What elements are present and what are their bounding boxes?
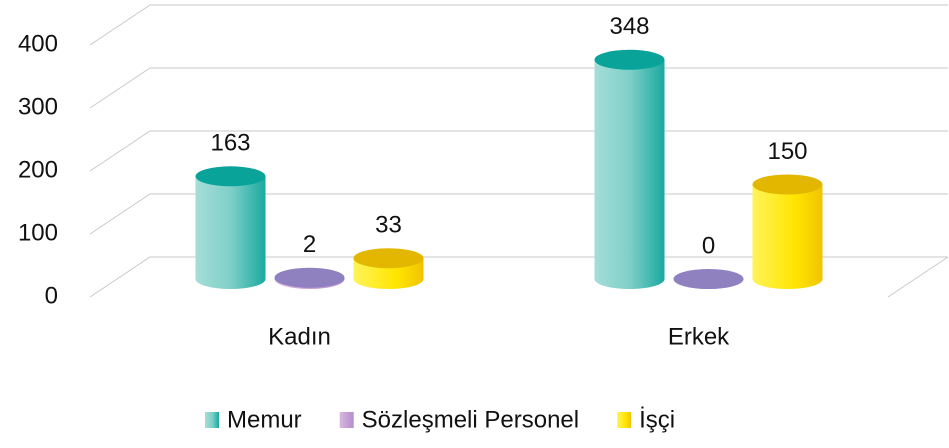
cylinder	[195, 166, 266, 289]
value-label: 150	[767, 138, 807, 165]
grid-line	[89, 4, 948, 46]
value-label: 2	[303, 231, 316, 258]
y-tick-label: 400	[18, 30, 58, 57]
bar-top	[594, 49, 665, 70]
bar-top	[673, 269, 744, 289]
cylinder	[673, 269, 744, 289]
legend-swatch	[339, 412, 354, 428]
value-label: 33	[375, 212, 402, 239]
value-label: 348	[609, 13, 649, 40]
value-label: 0	[702, 232, 715, 259]
x-tick-label: Kadın	[268, 323, 331, 350]
cylinder	[274, 267, 345, 289]
y-tick-label: 0	[45, 282, 58, 309]
legend-swatch	[617, 412, 632, 428]
legend-label: Memur	[227, 406, 302, 433]
cylinder	[353, 248, 424, 289]
bar-top	[752, 174, 823, 195]
floor-edge	[887, 256, 949, 298]
bar	[195, 176, 266, 289]
legend-label: İşçi	[639, 406, 675, 433]
legend-label: Sözleşmeli Personel	[362, 406, 579, 433]
grid-line	[89, 256, 948, 298]
bar	[752, 184, 823, 289]
y-tick-label: 300	[18, 93, 58, 120]
grid-line	[89, 67, 948, 109]
cylinder	[594, 49, 665, 290]
bar	[594, 59, 665, 290]
bar-top	[353, 248, 424, 269]
y-tick-label: 200	[18, 156, 58, 183]
y-tick-label: 100	[18, 219, 58, 246]
bar-top	[195, 166, 266, 187]
x-tick-label: Erkek	[668, 323, 730, 350]
legend-swatch	[205, 412, 219, 428]
grid-line	[89, 130, 948, 172]
bar-top	[274, 267, 345, 288]
grid-line	[89, 193, 948, 235]
value-label: 163	[210, 130, 250, 157]
cylinder	[752, 174, 823, 289]
